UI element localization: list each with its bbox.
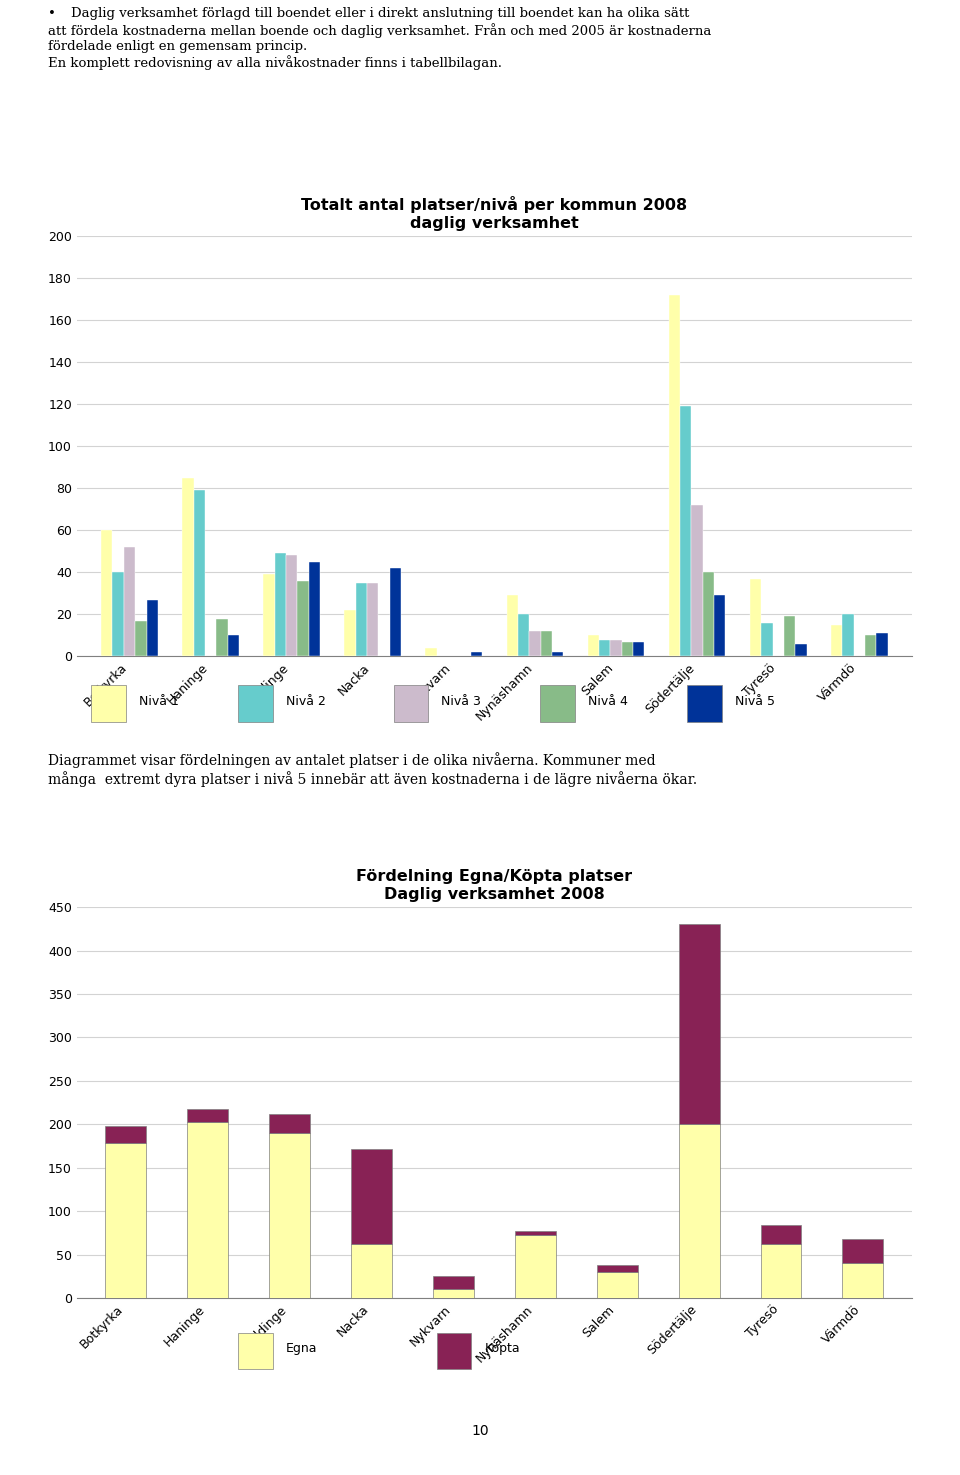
Bar [633, 642, 644, 656]
Bar [147, 600, 157, 656]
Bar [622, 642, 633, 656]
Text: Nivå 1: Nivå 1 [139, 695, 179, 708]
Bar [552, 652, 564, 656]
Bar [182, 478, 194, 656]
Bar [784, 617, 795, 656]
Bar [750, 578, 761, 656]
Bar [517, 614, 529, 656]
FancyBboxPatch shape [91, 684, 126, 721]
Bar [106, 1143, 147, 1298]
Text: Nivå 2: Nivå 2 [286, 695, 325, 708]
Bar [471, 652, 482, 656]
Bar [597, 1266, 637, 1271]
Bar [876, 633, 888, 656]
FancyBboxPatch shape [687, 684, 722, 721]
Bar [263, 574, 275, 656]
Bar [356, 583, 367, 656]
Title: Totalt antal platser/nivå per kommun 2008
daglig verksamhet: Totalt antal platser/nivå per kommun 200… [301, 196, 687, 230]
Bar [194, 490, 204, 656]
Text: •   Daglig verksamhet förlagd till boendet eller i direkt anslutning till boende: • Daglig verksamhet förlagd till boendet… [48, 7, 711, 69]
Bar [597, 1271, 637, 1298]
Bar [275, 553, 286, 656]
Bar [309, 562, 320, 656]
Bar [187, 1121, 228, 1298]
Bar [515, 1232, 556, 1236]
Title: Fördelning Egna/Köpta platser
Daglig verksamhet 2008: Fördelning Egna/Köpta platser Daglig ver… [356, 869, 633, 901]
Text: Nivå 4: Nivå 4 [588, 695, 628, 708]
Bar [795, 643, 806, 656]
Bar [831, 625, 842, 656]
Text: Diagrammet visar fördelningen av antalet platser i de olika nivåerna. Kommuner m: Diagrammet visar fördelningen av antalet… [48, 752, 697, 786]
Bar [124, 547, 135, 656]
Bar [703, 572, 714, 656]
Bar [286, 556, 298, 656]
Bar [269, 1133, 310, 1298]
Bar [298, 581, 309, 656]
Bar [515, 1236, 556, 1298]
FancyBboxPatch shape [238, 684, 273, 721]
Bar [843, 1239, 883, 1263]
Bar [367, 583, 378, 656]
Bar [865, 636, 876, 656]
FancyBboxPatch shape [238, 1333, 273, 1369]
Bar [351, 1149, 392, 1243]
Bar [843, 1263, 883, 1298]
FancyBboxPatch shape [540, 684, 575, 721]
Bar [680, 406, 691, 656]
Bar [611, 640, 622, 656]
Bar [351, 1243, 392, 1298]
Bar [679, 1124, 720, 1298]
Bar [540, 631, 552, 656]
Bar [228, 636, 239, 656]
Bar [679, 925, 720, 1124]
Bar [669, 295, 680, 656]
FancyBboxPatch shape [437, 1333, 471, 1369]
Bar [135, 621, 147, 656]
Text: Nivå 5: Nivå 5 [735, 695, 775, 708]
Bar [842, 614, 853, 656]
Bar [345, 611, 356, 656]
Bar [187, 1109, 228, 1121]
Bar [529, 631, 540, 656]
Bar [599, 640, 611, 656]
Text: 10: 10 [471, 1423, 489, 1438]
Bar [112, 572, 124, 656]
Bar [216, 618, 228, 656]
Text: Köpta: Köpta [485, 1342, 520, 1356]
Bar [760, 1243, 802, 1298]
Bar [760, 1226, 802, 1243]
Bar [101, 530, 112, 656]
Bar [390, 568, 401, 656]
FancyBboxPatch shape [394, 684, 428, 721]
Bar [433, 1289, 474, 1298]
Bar [714, 596, 726, 656]
Bar [106, 1125, 147, 1143]
Bar [691, 504, 703, 656]
Text: Egna: Egna [286, 1342, 317, 1356]
Bar [425, 648, 437, 656]
Text: Nivå 3: Nivå 3 [442, 695, 481, 708]
Bar [507, 596, 517, 656]
Bar [433, 1276, 474, 1289]
Bar [269, 1114, 310, 1133]
Bar [588, 636, 599, 656]
Bar [761, 622, 773, 656]
